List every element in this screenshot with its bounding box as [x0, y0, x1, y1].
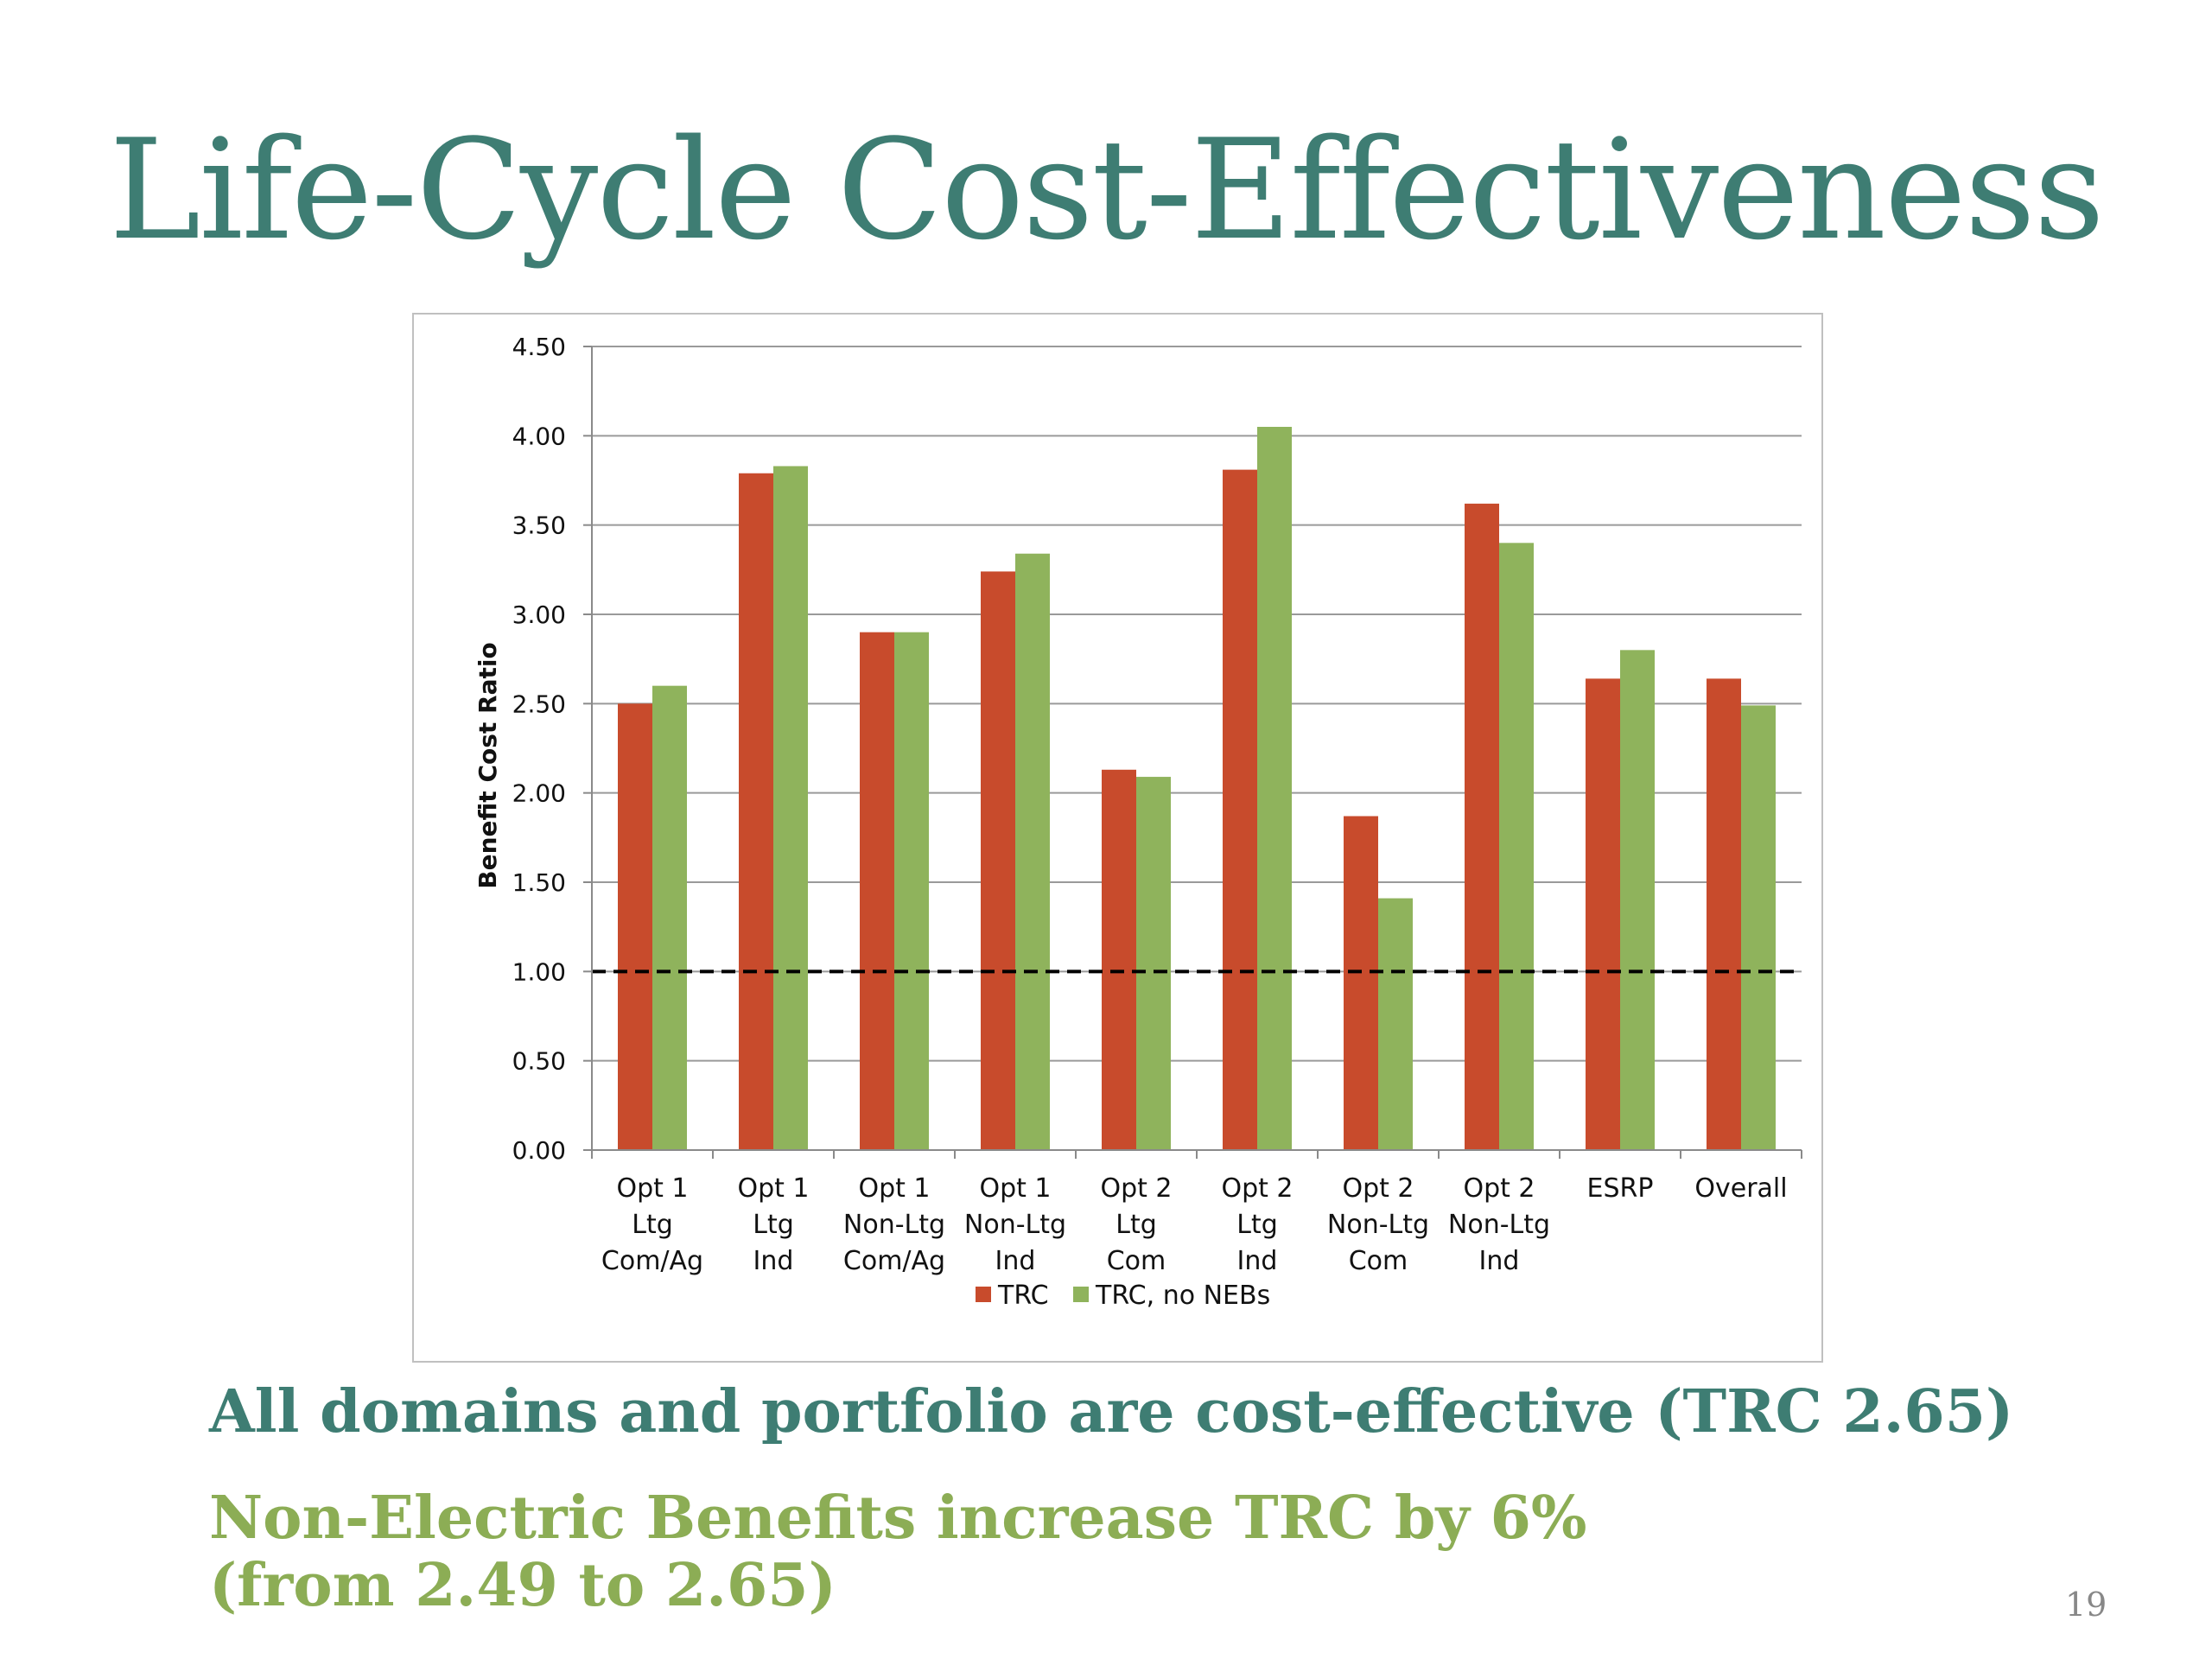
y-axis-title: Benefit Cost Ratio	[474, 642, 502, 888]
bar-trc	[981, 571, 1015, 1150]
bar-trc	[1223, 469, 1257, 1150]
caption-sub: Non-Electric Benefits increase TRC by 6%…	[209, 1484, 1587, 1621]
y-tick-label: 2.00	[512, 779, 566, 808]
x-category-label: Ind	[1479, 1246, 1520, 1276]
x-category-label: Ltg	[753, 1210, 794, 1240]
x-category-label: Opt 1	[737, 1173, 809, 1204]
x-category-label: Ltg	[632, 1210, 673, 1240]
legend-swatch	[1073, 1287, 1089, 1302]
x-category-label: Com/Ag	[843, 1246, 945, 1276]
caption-main: All domains and portfolio are cost-effec…	[209, 1377, 2014, 1446]
x-category-label: Com	[1107, 1246, 1166, 1276]
x-category-label: Opt 1	[616, 1173, 688, 1204]
bar-trc-no-nebs	[1499, 543, 1534, 1150]
y-tick-label: 3.50	[512, 512, 566, 540]
x-category-label: Ind	[995, 1246, 1036, 1276]
chart-frame: 0.00 0.50 1.00 1.50 2.00 2.50 3.00 3.50 4.00 4.50…	[412, 313, 1823, 1363]
caption-sub-line2: (from 2.49 to 2.65)	[209, 1551, 836, 1621]
x-category-label: Opt 2	[1221, 1173, 1293, 1204]
x-category-label: Non-Ltg	[964, 1210, 1066, 1240]
bar-trc	[1707, 678, 1741, 1150]
bar-trc-no-nebs	[1257, 427, 1292, 1150]
y-tick-label: 3.00	[512, 601, 566, 629]
x-category-label: Com	[1349, 1246, 1408, 1276]
legend-label: TRC	[997, 1281, 1049, 1311]
x-category-label: Ltg	[1236, 1210, 1278, 1240]
bar-trc-no-nebs	[1015, 553, 1050, 1150]
x-category-label: Non-Ltg	[1448, 1210, 1550, 1240]
bar-trc	[739, 473, 773, 1150]
x-category-label: Opt 2	[1100, 1173, 1172, 1204]
bar-trc-no-nebs	[894, 632, 929, 1150]
bar-trc-no-nebs	[1620, 650, 1655, 1150]
bar-trc	[1344, 816, 1378, 1150]
x-category-label: Opt 2	[1463, 1173, 1535, 1204]
x-category-label: Com/Ag	[601, 1246, 703, 1276]
y-tick-label: 4.00	[512, 422, 566, 450]
x-category-label: Opt 1	[858, 1173, 930, 1204]
bar-trc	[1465, 503, 1499, 1150]
x-category-label: Overall	[1694, 1173, 1787, 1204]
y-tick-label: 0.00	[512, 1136, 566, 1165]
bar-trc-no-nebs	[773, 466, 808, 1150]
bar-trc-no-nebs	[652, 685, 687, 1150]
x-category-label: Ind	[753, 1246, 794, 1276]
x-category-label: ESRP	[1587, 1173, 1654, 1204]
bar-trc-no-nebs	[1741, 705, 1776, 1150]
bar-trc	[1102, 769, 1136, 1150]
slide-title: Life-Cycle Cost-Effectiveness	[109, 109, 2105, 270]
bar-trc-no-nebs	[1136, 777, 1171, 1150]
bar-trc	[860, 632, 894, 1150]
y-tick-label: 1.00	[512, 957, 566, 986]
caption-sub-line1: Non-Electric Benefits increase TRC by 6%	[209, 1484, 1587, 1553]
x-category-label: Non-Ltg	[843, 1210, 945, 1240]
y-tick-label: 0.50	[512, 1047, 566, 1076]
y-tick-label: 2.50	[512, 690, 566, 718]
x-category-label: Ltg	[1116, 1210, 1157, 1240]
bar-trc	[1586, 678, 1620, 1150]
bar-trc	[618, 703, 652, 1150]
y-tick-label: 1.50	[512, 868, 566, 897]
legend-label: TRC, no NEBs	[1095, 1281, 1270, 1311]
bar-trc-no-nebs	[1378, 898, 1413, 1150]
bar-chart: 0.00 0.50 1.00 1.50 2.00 2.50 3.00 3.50 4.00 4.50…	[474, 333, 1802, 1311]
y-tick-label: 4.50	[512, 333, 566, 361]
x-category-label: Ind	[1237, 1246, 1278, 1276]
legend-swatch	[976, 1287, 991, 1302]
x-category-label: Opt 1	[979, 1173, 1051, 1204]
x-category-label: Opt 2	[1342, 1173, 1414, 1204]
x-category-label: Non-Ltg	[1327, 1210, 1429, 1240]
page-number: 19	[2065, 1586, 2107, 1624]
